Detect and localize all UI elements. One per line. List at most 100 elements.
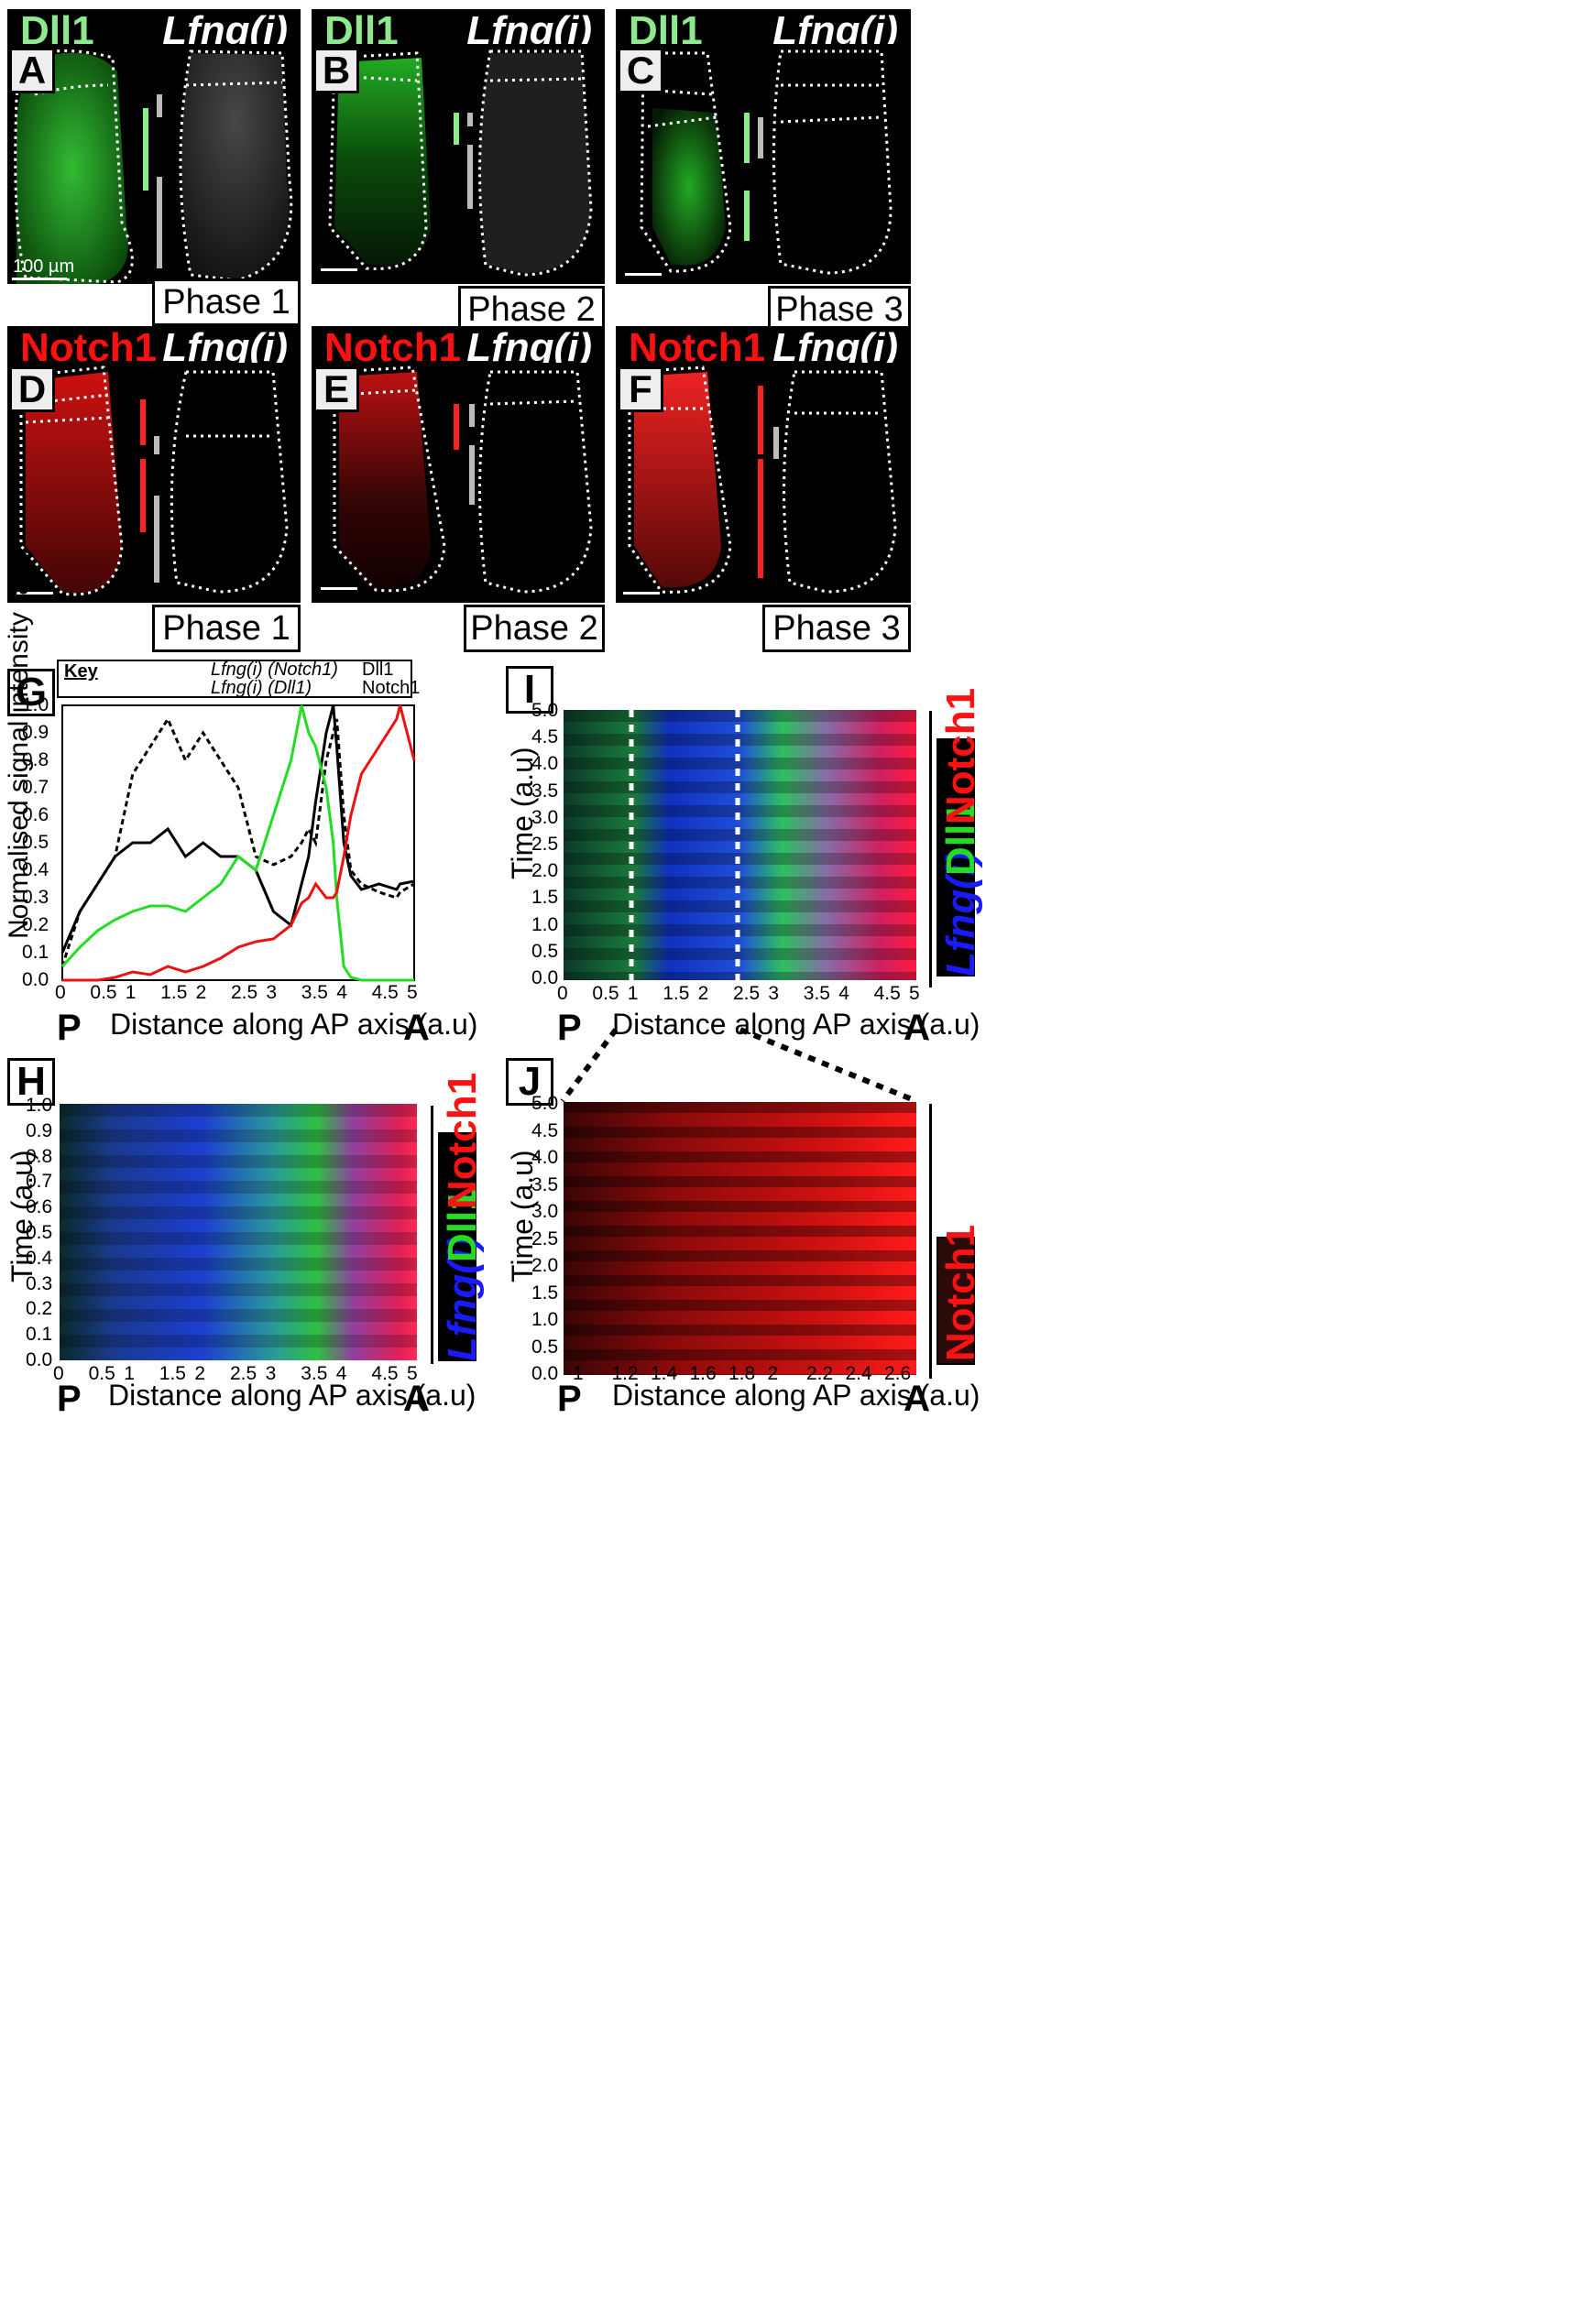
y-tick-label: 0.7 bbox=[26, 1171, 53, 1193]
a-label-g: A bbox=[403, 1008, 430, 1048]
y-tick-label: 0.5 bbox=[22, 832, 49, 853]
y-tick-label: 0.0 bbox=[26, 1349, 53, 1370]
x-tick-label: 2 bbox=[767, 1363, 779, 1384]
x-axis-label-h: Distance along AP axis (a.u) bbox=[108, 1379, 476, 1412]
y-tick-label: 2.5 bbox=[531, 834, 559, 855]
x-tick-label: 2.5 bbox=[231, 982, 258, 1003]
legend-item-notch1: Notch1 bbox=[362, 678, 421, 698]
y-tick-label: 0.9 bbox=[22, 722, 49, 743]
side-box-h bbox=[438, 1132, 476, 1361]
y-tick-label: 5.0 bbox=[531, 1093, 559, 1114]
y-tick-label: 0.6 bbox=[22, 804, 49, 825]
x-tick-label: 4.5 bbox=[371, 1363, 399, 1384]
x-tick-label: 0.5 bbox=[592, 983, 619, 1004]
header-left-label: Notch1 bbox=[629, 325, 766, 370]
phase-label-d: Phase 1 bbox=[152, 605, 301, 652]
x-tick-label: 1.5 bbox=[160, 982, 188, 1003]
header-right-label: Lfng(i) bbox=[466, 325, 592, 370]
x-tick-label: 4.5 bbox=[371, 982, 399, 1003]
x-tick-label: 4 bbox=[336, 982, 347, 1003]
y-tick-label: 1.0 bbox=[531, 913, 559, 935]
micrograph-d bbox=[7, 363, 301, 603]
legend-item-lfng-dll1: Lfng(i) (Dll1) bbox=[211, 678, 312, 698]
panel-letter-a: A bbox=[9, 48, 55, 93]
y-tick-label: 3.5 bbox=[531, 1173, 559, 1195]
phase-label-a: Phase 1 bbox=[152, 278, 301, 326]
panel-letter-f: F bbox=[618, 366, 663, 412]
x-tick-label: 5 bbox=[909, 983, 920, 1004]
series-line-0 bbox=[60, 715, 415, 967]
legend-item-lfng-notch1: Lfng(i) (Notch1) bbox=[211, 660, 338, 680]
y-tick-label: 5.0 bbox=[531, 700, 559, 721]
side-bracket-i bbox=[929, 711, 932, 987]
x-axis-label-j: Distance along AP axis (a.u) bbox=[612, 1379, 980, 1412]
y-tick-label: 0.5 bbox=[26, 1222, 53, 1243]
y-tick-label: 0.5 bbox=[531, 940, 559, 962]
y-tick-label: 1.0 bbox=[531, 1309, 559, 1330]
y-tick-label: 1.0 bbox=[26, 1095, 53, 1116]
side-box-i bbox=[936, 738, 975, 977]
x-tick-label: 1 bbox=[124, 1363, 135, 1384]
a-label-i: A bbox=[903, 1008, 930, 1048]
side-bracket-j bbox=[929, 1104, 932, 1379]
y-tick-label: 0.8 bbox=[22, 749, 49, 770]
x-axis-label-i: Distance along AP axis (a.u) bbox=[612, 1008, 980, 1041]
x-tick-label: 1 bbox=[573, 1363, 584, 1384]
side-label-notch1-i: Notch1 bbox=[938, 687, 983, 824]
y-tick-label: 2.5 bbox=[531, 1227, 559, 1249]
y-tick-label: 0.8 bbox=[26, 1145, 53, 1167]
side-box-j bbox=[936, 1237, 975, 1365]
series-line-2 bbox=[60, 704, 414, 982]
series-line-1 bbox=[60, 704, 415, 954]
x-tick-label: 0.5 bbox=[88, 1363, 115, 1384]
x-tick-label: 3 bbox=[768, 983, 780, 1004]
x-tick-label: 1.8 bbox=[728, 1363, 756, 1384]
p-label-j: P bbox=[557, 1379, 582, 1419]
x-tick-label: 0.5 bbox=[90, 982, 117, 1003]
y-tick-label: 1.5 bbox=[531, 1282, 559, 1304]
phase-label-f: Phase 3 bbox=[762, 605, 911, 652]
micrograph-f bbox=[616, 363, 911, 603]
header-right-label: Lfng(i) bbox=[162, 325, 288, 370]
heatmap-i bbox=[564, 710, 916, 980]
header-right-label: Lfng(i) bbox=[772, 325, 898, 370]
panel-letter-e: E bbox=[313, 366, 359, 412]
y-tick-label: 0.1 bbox=[26, 1324, 53, 1346]
y-tick-label: 0.0 bbox=[22, 969, 49, 990]
y-tick-label: 0.3 bbox=[22, 887, 49, 908]
y-tick-label: 4.0 bbox=[531, 753, 559, 775]
y-tick-label: 0.0 bbox=[531, 1363, 559, 1384]
y-tick-label: 0.5 bbox=[531, 1336, 559, 1358]
plot-frame bbox=[61, 704, 415, 981]
y-tick-label: 4.0 bbox=[531, 1147, 559, 1168]
heatmap-j bbox=[564, 1102, 916, 1375]
panel-letter-j: J bbox=[506, 1058, 553, 1106]
x-tick-label: 2.5 bbox=[733, 983, 761, 1004]
y-tick-label: 1.5 bbox=[531, 887, 559, 909]
x-tick-label: 1.5 bbox=[663, 983, 690, 1004]
y-tick-label: 0.1 bbox=[22, 942, 49, 963]
x-tick-label: 4.5 bbox=[873, 983, 901, 1004]
x-tick-label: 1.2 bbox=[611, 1363, 639, 1384]
x-tick-label: 2.4 bbox=[845, 1363, 872, 1384]
phase-label-e: Phase 2 bbox=[464, 605, 605, 652]
x-tick-label: 1 bbox=[627, 983, 639, 1004]
y-tick-label: 0.2 bbox=[26, 1298, 53, 1320]
panel-letter-g: G bbox=[7, 669, 55, 716]
x-tick-label: 3.5 bbox=[803, 983, 830, 1004]
micrograph-b bbox=[312, 44, 605, 284]
x-tick-label: 1 bbox=[125, 982, 137, 1003]
y-tick-label: 3.5 bbox=[531, 780, 559, 802]
panel-letter-b: B bbox=[313, 48, 359, 93]
x-tick-label: 2 bbox=[697, 983, 709, 1004]
y-tick-label: 0.4 bbox=[22, 859, 49, 880]
x-tick-label: 2.5 bbox=[230, 1363, 257, 1384]
phase-label-c: Phase 3 bbox=[768, 286, 911, 333]
micrograph-e bbox=[312, 363, 605, 603]
legend-box bbox=[57, 660, 412, 698]
x-tick-label: 1.6 bbox=[689, 1363, 717, 1384]
y-tick-label: 3.0 bbox=[531, 1201, 559, 1222]
x-tick-label: 2 bbox=[194, 1363, 206, 1384]
y-tick-label: 2.0 bbox=[531, 860, 559, 882]
x-tick-label: 4 bbox=[335, 1363, 347, 1384]
